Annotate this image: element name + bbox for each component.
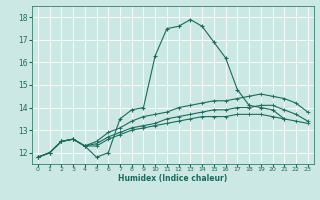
X-axis label: Humidex (Indice chaleur): Humidex (Indice chaleur) (118, 174, 228, 183)
